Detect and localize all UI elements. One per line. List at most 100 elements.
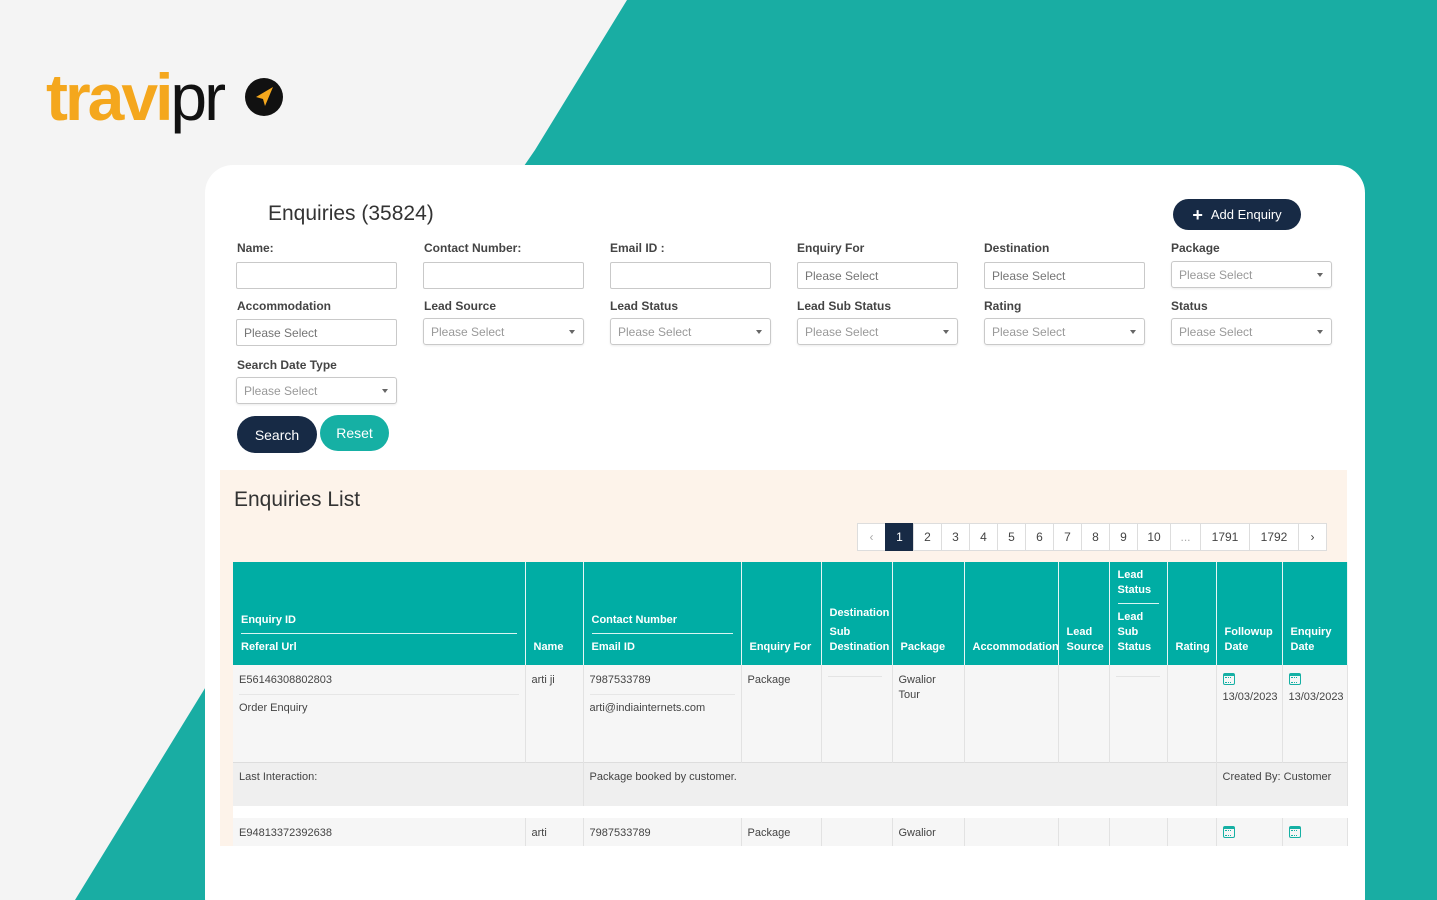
page-8[interactable]: 8: [1081, 523, 1110, 551]
page-7[interactable]: 7: [1053, 523, 1082, 551]
card-footer-space: [205, 846, 1365, 900]
col-lead-status: Lead Status Lead Sub Status: [1109, 562, 1168, 665]
page-3[interactable]: 3: [941, 523, 970, 551]
enquiries-table: Enquiry ID Referal Url Name Contact Numbe…: [233, 562, 1348, 858]
calendar-icon[interactable]: [1222, 826, 1235, 838]
add-enquiry-label: Add Enquiry: [1210, 207, 1282, 222]
logo-plane-icon: [245, 78, 283, 116]
table-header-row: Enquiry ID Referal Url Name Contact Numbe…: [233, 562, 1348, 665]
col-lead-status-label: Lead Status: [1117, 569, 1152, 596]
enquiries-list-panel: Enquiries List ‹ 1 2 3 4 5 6 7 8 9 10 ..…: [220, 470, 1348, 900]
name-input[interactable]: [236, 262, 397, 289]
status-select[interactable]: Please Select: [1171, 318, 1332, 345]
search-button[interactable]: Search: [237, 416, 317, 453]
page-2[interactable]: 2: [913, 523, 942, 551]
calendar-icon[interactable]: [1222, 673, 1235, 685]
followup-date-value: 13/03/2023: [1222, 691, 1278, 703]
referal-value: Order Enquiry: [239, 694, 519, 716]
accommodation-label: Accommodation: [237, 299, 332, 313]
cell-name: arti ji: [525, 665, 584, 762]
row-gap: [233, 806, 1347, 818]
rating-label: Rating: [984, 299, 1022, 313]
lead-source-select-value: Please Select: [431, 325, 505, 339]
destination-divider: [827, 673, 882, 677]
contact-label: Contact Number:: [424, 241, 522, 255]
lead-sub-status-select[interactable]: Please Select: [797, 318, 958, 345]
rating-select-value: Please Select: [992, 325, 1066, 339]
col-followup-date: Followup Date: [1216, 562, 1283, 665]
cell-accommodation: [964, 665, 1059, 762]
lead-source-select[interactable]: Please Select: [423, 318, 584, 345]
calendar-icon[interactable]: [1288, 673, 1301, 685]
email-value: arti@indiainternets.com: [589, 694, 735, 716]
col-package: Package: [892, 562, 965, 665]
search-date-type-select-value: Please Select: [244, 384, 318, 398]
chevron-down-icon: [569, 330, 575, 334]
page-title: Enquiries (35824): [268, 202, 434, 225]
calendar-icon[interactable]: [1288, 826, 1301, 838]
rating-select[interactable]: Please Select: [984, 318, 1145, 345]
last-interaction-label: Last Interaction:: [233, 761, 584, 806]
logo-pro: pr: [170, 60, 226, 134]
col-lead-sub-status-label: Lead Sub Status: [1117, 611, 1152, 653]
page-5[interactable]: 5: [997, 523, 1026, 551]
travipro-logo: travipr: [46, 64, 296, 140]
col-rating: Rating: [1167, 562, 1217, 665]
chevron-down-icon: [1317, 330, 1323, 334]
page-next[interactable]: ›: [1298, 523, 1327, 551]
page-1791[interactable]: 1791: [1200, 523, 1250, 551]
page-1[interactable]: 1: [885, 523, 914, 551]
lead-status-select[interactable]: Please Select: [610, 318, 771, 345]
interaction-row: Last Interaction: Package booked by cust…: [233, 761, 1348, 806]
cell-enquiry-id: E56146308802803 Order Enquiry: [233, 665, 526, 762]
col-enquiry-id: Enquiry ID Referal Url: [233, 562, 526, 665]
page-9[interactable]: 9: [1109, 523, 1138, 551]
enquiry-for-input[interactable]: [797, 262, 958, 289]
cell-package: Gwalior Tour: [892, 665, 965, 762]
enquiry-for-label: Enquiry For: [797, 241, 865, 255]
table-row[interactable]: E56146308802803 Order Enquiry arti ji 798…: [233, 665, 1348, 762]
page-6[interactable]: 6: [1025, 523, 1054, 551]
page-ellipsis: ...: [1170, 523, 1201, 551]
page-10[interactable]: 10: [1137, 523, 1171, 551]
page-4[interactable]: 4: [969, 523, 998, 551]
package-select[interactable]: Please Select: [1171, 261, 1332, 288]
col-destination: Destination Sub Destination: [821, 562, 893, 665]
search-date-type-label: Search Date Type: [237, 358, 337, 372]
search-date-type-select[interactable]: Please Select: [236, 377, 397, 404]
enquiries-card: Enquiries (35824) + Add Enquiry Name: Co…: [205, 165, 1365, 900]
logo-text: travipr: [46, 64, 226, 130]
col-lead-source: Lead Source: [1058, 562, 1110, 665]
chevron-down-icon: [756, 330, 762, 334]
add-enquiry-button[interactable]: + Add Enquiry: [1173, 199, 1301, 230]
chevron-down-icon: [382, 389, 388, 393]
chevron-down-icon: [1317, 273, 1323, 277]
col-referal-url-label: Referal Url: [241, 641, 297, 653]
package-label: Package: [1171, 241, 1220, 255]
reset-button[interactable]: Reset: [320, 415, 389, 451]
created-by: Created By: Customer: [1216, 761, 1348, 806]
status-label: Status: [1171, 299, 1208, 313]
lead-sub-status-select-value: Please Select: [805, 325, 879, 339]
lead-source-label: Lead Source: [424, 299, 497, 313]
col-accommodation: Accommodation: [964, 562, 1059, 665]
name-label: Name:: [237, 241, 274, 255]
accommodation-input[interactable]: [236, 319, 397, 346]
contact-number-input[interactable]: [423, 262, 584, 289]
page-prev[interactable]: ‹: [857, 523, 886, 551]
col-enquiry-id-label: Enquiry ID: [241, 614, 297, 626]
destination-input[interactable]: [984, 262, 1145, 289]
pagination: ‹ 1 2 3 4 5 6 7 8 9 10 ... 1791 1792 ›: [857, 523, 1327, 551]
email-input[interactable]: [610, 262, 771, 289]
interaction-note: Package booked by customer.: [583, 761, 1217, 806]
package-select-value: Please Select: [1179, 268, 1253, 282]
contact-value: 7987533789: [589, 674, 651, 686]
page-1792[interactable]: 1792: [1249, 523, 1299, 551]
cell-enquiry-for: Package: [741, 665, 822, 762]
cell-rating: [1167, 665, 1217, 762]
chevron-down-icon: [1130, 330, 1136, 334]
col-sub-destination-label: Sub Destination: [829, 626, 890, 653]
list-title: Enquiries List: [234, 488, 361, 511]
col-enquiry-for: Enquiry For: [741, 562, 822, 665]
cell-followup-date: 13/03/2023: [1216, 665, 1283, 762]
